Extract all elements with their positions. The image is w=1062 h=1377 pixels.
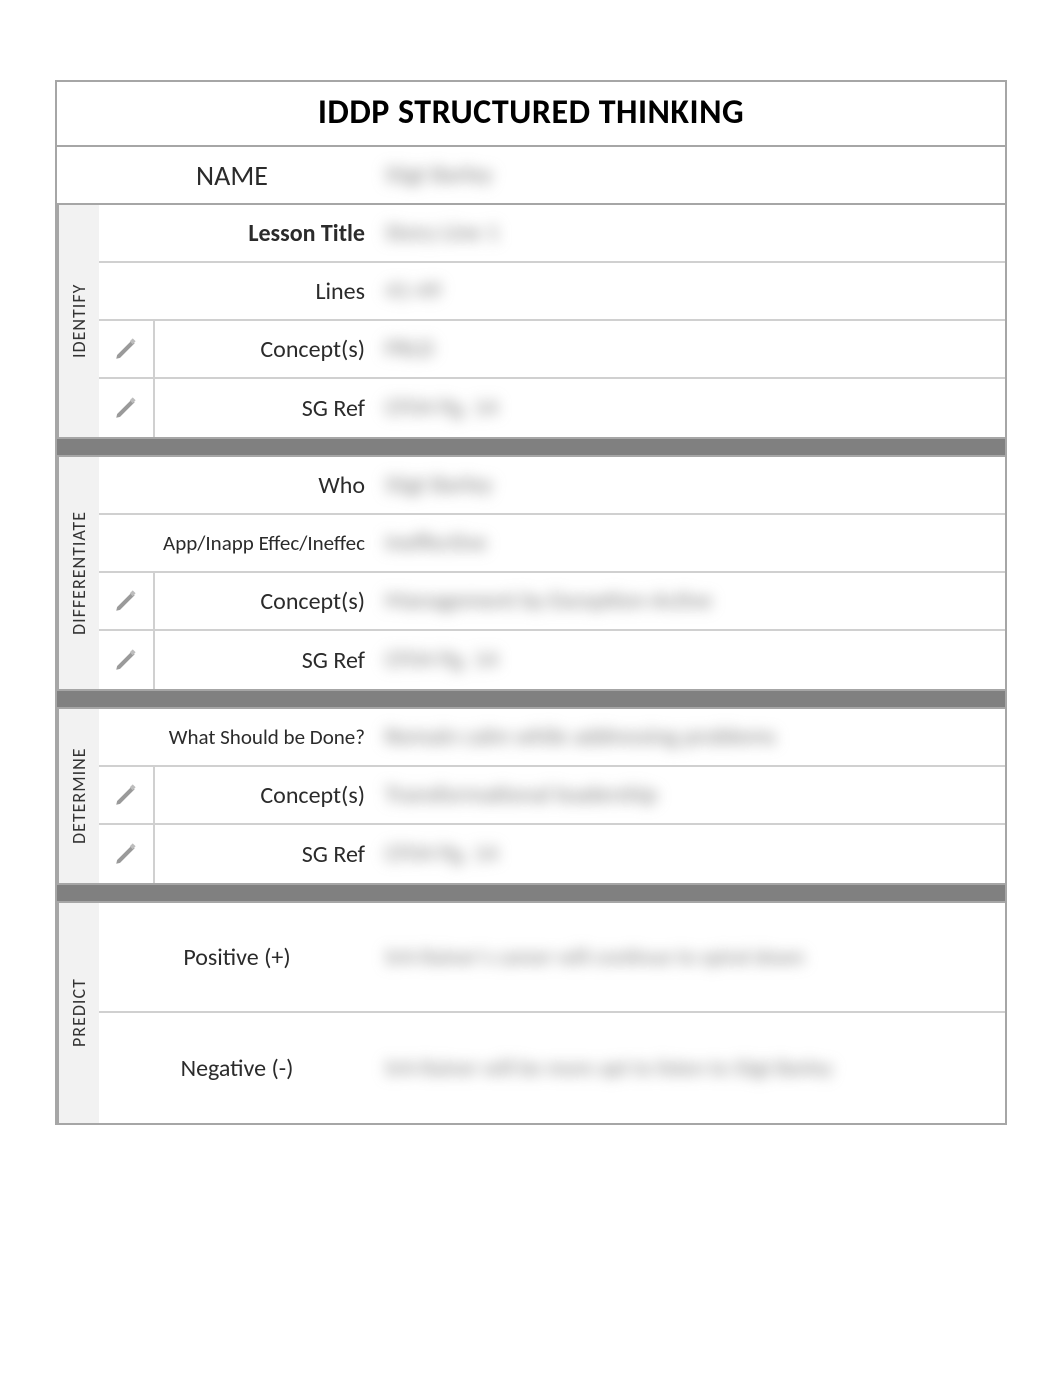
value-lines: 41-49 <box>375 263 1005 319</box>
section-identify: IDENTIFY Lesson Title Story Line 1 Lines… <box>57 205 1005 437</box>
value-what-should-be-done: Remain calm while addressing problems <box>375 709 1005 765</box>
row-identify-concepts: Concept(s) FRLD <box>99 321 1005 379</box>
pencil-icon <box>113 841 139 867</box>
label-differentiate-sgref: SG Ref <box>155 631 375 689</box>
label-what-should-be-done: What Should be Done? <box>99 709 375 765</box>
section-determine-label: DETERMINE <box>57 709 99 883</box>
label-differentiate-concepts: Concept(s) <box>155 573 375 629</box>
section-determine: DETERMINE What Should be Done? Remain ca… <box>57 709 1005 883</box>
worksheet-page: IDDP STRUCTURED THINKING NAME SSgt Barle… <box>0 0 1062 1377</box>
section-determine-body: What Should be Done? Remain calm while a… <box>99 709 1005 883</box>
value-determine-sgref: CF04 Pg. 14 <box>375 825 1005 883</box>
pencil-icon-cell <box>99 825 155 883</box>
row-lesson-title: Lesson Title Story Line 1 <box>99 205 1005 263</box>
section-differentiate-label: DIFFERENTIATE <box>57 457 99 689</box>
section-divider <box>57 689 1005 709</box>
pencil-icon <box>113 395 139 421</box>
section-predict-label: PREDICT <box>57 903 99 1123</box>
section-identify-body: Lesson Title Story Line 1 Lines 41-49 Co… <box>99 205 1005 437</box>
pencil-icon <box>113 588 139 614</box>
value-who: SSgt Barley <box>375 457 1005 513</box>
worksheet-frame: IDDP STRUCTURED THINKING NAME SSgt Barle… <box>55 80 1007 1125</box>
row-app-inapp: App/Inapp Effec/Ineffec Ineffective <box>99 515 1005 573</box>
row-lines: Lines 41-49 <box>99 263 1005 321</box>
value-identify-concepts: FRLD <box>375 321 1005 377</box>
section-divider <box>57 883 1005 903</box>
row-who: Who SSgt Barley <box>99 457 1005 515</box>
value-determine-concepts: Transformational leadership <box>375 767 1005 823</box>
section-predict-body: Positive (+) SrA Rainer's career will co… <box>99 903 1005 1123</box>
label-determine-concepts: Concept(s) <box>155 767 375 823</box>
pencil-icon <box>113 647 139 673</box>
section-divider <box>57 437 1005 457</box>
label-lines: Lines <box>99 263 375 319</box>
value-differentiate-concepts: Management by Exception-Active <box>375 573 1005 629</box>
pencil-icon-cell <box>99 321 155 377</box>
pencil-icon <box>113 336 139 362</box>
name-row: NAME SSgt Barley <box>57 147 1005 205</box>
section-identify-label: IDENTIFY <box>57 205 99 437</box>
section-differentiate: DIFFERENTIATE Who SSgt Barley App/Inapp … <box>57 457 1005 689</box>
section-differentiate-body: Who SSgt Barley App/Inapp Effec/Ineffec … <box>99 457 1005 689</box>
row-differentiate-concepts: Concept(s) Management by Exception-Activ… <box>99 573 1005 631</box>
label-lesson-title: Lesson Title <box>99 205 375 261</box>
pencil-icon-cell <box>99 573 155 629</box>
row-differentiate-sgref: SG Ref CF04 Pg. 14 <box>99 631 1005 689</box>
label-who: Who <box>99 457 375 513</box>
label-positive: Positive (+) <box>99 903 375 1011</box>
label-negative: Negative (-) <box>99 1013 375 1123</box>
value-app-inapp: Ineffective <box>375 515 1005 571</box>
row-positive: Positive (+) SrA Rainer's career will co… <box>99 903 1005 1013</box>
row-determine-sgref: SG Ref CF04 Pg. 14 <box>99 825 1005 883</box>
value-positive: SrA Rainer's career will continue to spi… <box>375 903 1005 1011</box>
value-identify-sgref: CF04 Pg. 14 <box>375 379 1005 437</box>
worksheet-title: IDDP STRUCTURED THINKING <box>57 82 1005 147</box>
value-negative: SrA Rainer will be more apt to listen to… <box>375 1013 1005 1123</box>
row-negative: Negative (-) SrA Rainer will be more apt… <box>99 1013 1005 1123</box>
label-determine-sgref: SG Ref <box>155 825 375 883</box>
pencil-icon-cell <box>99 631 155 689</box>
pencil-icon-cell <box>99 379 155 437</box>
name-label: NAME <box>57 147 375 203</box>
label-identify-concepts: Concept(s) <box>155 321 375 377</box>
row-identify-sgref: SG Ref CF04 Pg. 14 <box>99 379 1005 437</box>
bottom-fade <box>0 1207 1062 1377</box>
pencil-icon-cell <box>99 767 155 823</box>
row-determine-concepts: Concept(s) Transformational leadership <box>99 767 1005 825</box>
name-value: SSgt Barley <box>375 147 1005 203</box>
row-what-should-be-done: What Should be Done? Remain calm while a… <box>99 709 1005 767</box>
value-lesson-title: Story Line 1 <box>375 205 1005 261</box>
value-differentiate-sgref: CF04 Pg. 14 <box>375 631 1005 689</box>
label-app-inapp: App/Inapp Effec/Ineffec <box>99 515 375 571</box>
pencil-icon <box>113 782 139 808</box>
label-identify-sgref: SG Ref <box>155 379 375 437</box>
section-predict: PREDICT Positive (+) SrA Rainer's career… <box>57 903 1005 1123</box>
